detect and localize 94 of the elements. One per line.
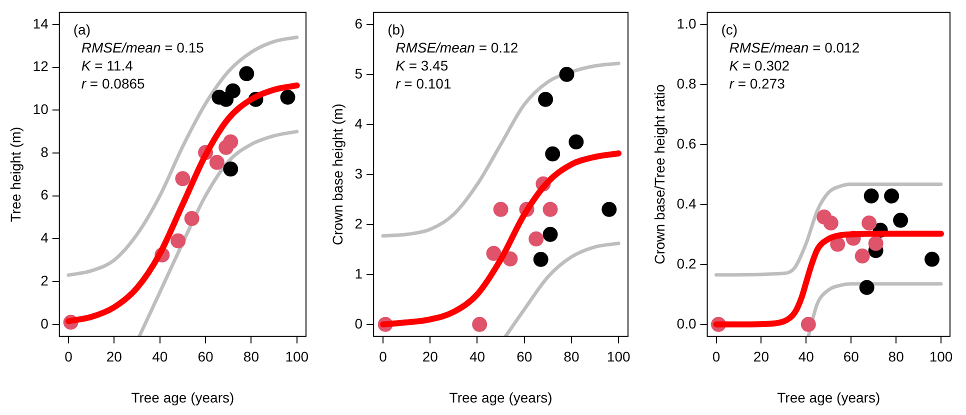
line-series <box>504 242 620 336</box>
point <box>493 202 508 217</box>
y-tick-label: 0.8 <box>676 75 696 92</box>
point <box>924 252 940 267</box>
line-series <box>714 182 943 277</box>
y-tick-label: 0.2 <box>676 255 696 272</box>
x-axis-title: Tree age (years) <box>449 389 552 406</box>
point <box>538 92 554 107</box>
x-tick-label: 60 <box>198 348 214 365</box>
x-tick-label: 100 <box>606 348 630 365</box>
x-axis-title: Tree age (years) <box>777 389 880 406</box>
annotation: (b) <box>388 21 405 38</box>
x-tick-label: 0 <box>712 348 720 365</box>
point <box>175 171 190 186</box>
y-tick-label: 1 <box>354 265 363 282</box>
x-tick-label: 40 <box>798 348 814 365</box>
y-tick-label: 14 <box>32 15 49 32</box>
line-series <box>138 130 299 336</box>
point <box>542 202 558 217</box>
point <box>533 252 548 267</box>
point <box>223 162 238 177</box>
point <box>862 216 877 230</box>
point <box>472 316 488 332</box>
point <box>823 216 838 230</box>
point <box>884 188 900 204</box>
annotation: RMSE/mean = 0.12 <box>396 39 518 56</box>
y-tick-label: 0.4 <box>676 195 696 212</box>
y-tick-label: 12 <box>32 58 49 74</box>
point <box>486 246 502 261</box>
point <box>209 154 224 170</box>
point <box>184 211 200 226</box>
x-tick-label: 40 <box>469 348 486 365</box>
point <box>225 83 240 98</box>
y-tick-label: 2 <box>40 272 49 288</box>
x-tick-label: 40 <box>152 348 168 365</box>
point <box>170 233 186 248</box>
annotation: RMSE/mean = 0.15 <box>81 39 204 56</box>
point <box>830 236 846 252</box>
point <box>854 248 870 264</box>
point <box>859 280 874 295</box>
point <box>542 226 558 242</box>
x-tick-label: 80 <box>243 348 260 365</box>
y-tick-label: 6 <box>40 186 49 203</box>
x-tick-label: 100 <box>929 348 953 365</box>
x-axis-title: Tree age (years) <box>131 389 234 406</box>
annotation: RMSE/mean = 0.012 <box>729 39 860 56</box>
x-tick-label: 100 <box>285 348 309 365</box>
x-tick-label: 0 <box>379 348 388 365</box>
annotation: (a) <box>73 21 90 38</box>
y-tick-label: 5 <box>354 65 363 82</box>
annotation: K = 0.302 <box>729 57 790 74</box>
annotation: K = 11.4 <box>81 57 134 74</box>
point <box>602 202 617 217</box>
point <box>559 66 574 82</box>
point <box>800 316 816 332</box>
point <box>893 212 908 228</box>
y-tick-label: 0.6 <box>676 135 696 152</box>
x-tick-label: 20 <box>106 348 122 365</box>
y-tick-label: 4 <box>354 115 363 132</box>
point <box>868 236 884 251</box>
annotation: r = 0.101 <box>396 75 452 92</box>
x-tick-label: 80 <box>888 348 904 365</box>
y-tick-label: 2 <box>354 215 363 232</box>
annotation: K = 3.45 <box>396 57 448 74</box>
x-tick-label: 60 <box>843 348 860 365</box>
y-axis-title: Crown base/Tree height ratio <box>651 84 668 264</box>
line-series <box>381 62 620 238</box>
y-tick-label: 8 <box>40 144 49 160</box>
y-tick-label: 0 <box>354 315 363 332</box>
y-tick-label: 4 <box>40 230 49 246</box>
point <box>864 188 879 204</box>
point <box>280 90 296 105</box>
x-tick-label: 20 <box>422 348 438 365</box>
y-tick-label: 10 <box>32 100 49 117</box>
point <box>223 134 238 150</box>
x-tick-label: 80 <box>564 348 580 365</box>
x-tick-label: 20 <box>753 348 770 365</box>
annotation: r = 0.273 <box>729 75 786 92</box>
point <box>239 66 254 82</box>
y-tick-label: 1.0 <box>676 15 696 32</box>
y-tick-label: 0 <box>40 315 49 332</box>
annotation: (c) <box>721 21 738 38</box>
y-axis-title: Tree height (m) <box>7 126 24 222</box>
point <box>528 231 544 246</box>
annotation: r = 0.0865 <box>81 75 146 92</box>
x-tick-label: 0 <box>64 348 73 365</box>
point <box>568 134 584 150</box>
x-tick-label: 60 <box>516 348 532 365</box>
y-tick-label: 0.0 <box>676 315 696 332</box>
y-axis-title: Crown base height (m) <box>329 104 346 246</box>
y-tick-label: 3 <box>354 165 363 182</box>
y-tick-label: 6 <box>354 15 363 32</box>
line-series <box>66 36 299 277</box>
point <box>545 146 560 162</box>
